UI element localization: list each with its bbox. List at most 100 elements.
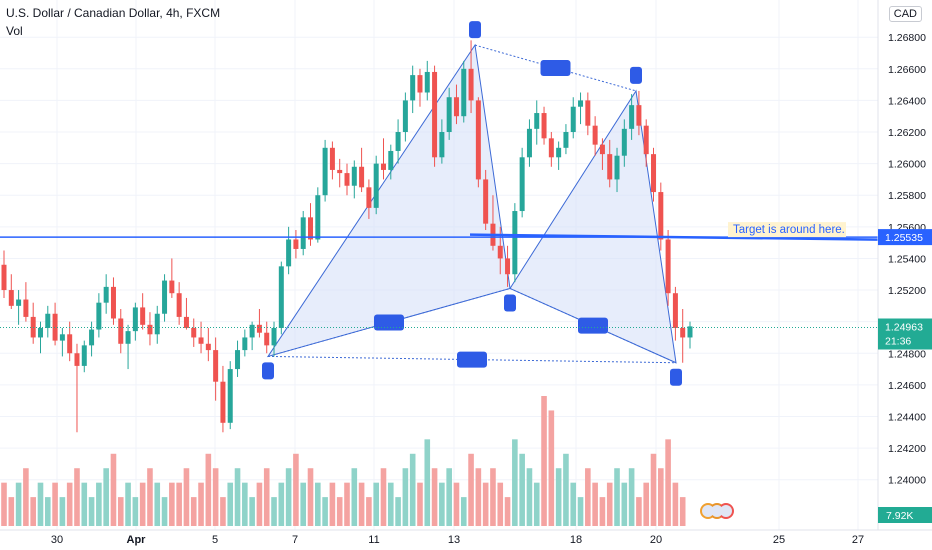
volume-bar (402, 468, 409, 526)
volume-bar (672, 482, 679, 526)
last-price-tag (878, 318, 932, 350)
candle-body (526, 128, 532, 158)
volume-bar (23, 468, 29, 526)
volume-bar (169, 482, 175, 526)
candle-body (278, 266, 284, 328)
price-tick-label: 1.24600 (888, 380, 926, 392)
candle-body (578, 100, 584, 107)
pattern-point-marker (504, 294, 516, 312)
volume-bar (176, 482, 182, 526)
grid (0, 0, 878, 530)
volume-bar (234, 468, 241, 526)
volume-bar (271, 497, 277, 526)
volume-bar (643, 482, 650, 526)
pattern-xab-triangle (266, 43, 511, 358)
volume-bar (44, 497, 51, 526)
pattern-ratio-box (374, 314, 404, 331)
candle-body (176, 293, 182, 317)
volume-bar (395, 497, 401, 526)
candle-body (16, 299, 22, 306)
time-tick-label: 18 (570, 534, 582, 546)
time-axis: 30 Apr 5 7 11 13 18 20 25 27 (0, 529, 932, 546)
volume-bar (74, 468, 80, 526)
candle-body (658, 192, 664, 240)
volume-bar (293, 453, 299, 526)
annotation-background (728, 222, 846, 238)
candle-body (59, 334, 65, 341)
time-tick-label: 11 (368, 534, 379, 546)
volume-bar (8, 497, 15, 526)
volume-bar (658, 468, 664, 526)
volume-bar (468, 453, 474, 526)
volume-bar (592, 482, 598, 526)
volume-bar (88, 497, 95, 526)
volume-bar (242, 482, 248, 526)
candle-body (344, 173, 350, 186)
volume-bar (110, 453, 117, 526)
candle-body (103, 286, 109, 303)
volume-bar (315, 482, 321, 526)
candle-body (556, 147, 562, 158)
last-price-label: 1.24963 (885, 321, 923, 333)
pattern-ratio-box (540, 60, 571, 77)
volume-bar (139, 482, 146, 526)
volume-bar (621, 482, 628, 526)
time-tick-label: 7 (292, 534, 298, 546)
volume-bar (15, 482, 22, 526)
candle-body (417, 75, 423, 93)
target-trend-line (469, 233, 879, 241)
time-tick-label: 25 (773, 534, 785, 546)
volume-bar (606, 482, 613, 526)
volume-bar (446, 468, 452, 526)
target-price-label: 1.25535 (885, 232, 923, 244)
candle-body (512, 211, 518, 275)
candle-body (475, 100, 481, 180)
candle-body (8, 290, 14, 306)
candle-body (519, 157, 525, 212)
volume-bar (358, 482, 365, 526)
volume-bar (256, 482, 263, 526)
pattern-point-marker (262, 362, 274, 380)
time-tick-label: 30 (51, 534, 63, 546)
volume-value-label: 7.92K (886, 510, 913, 522)
volume-bar (212, 468, 219, 526)
volume-bar (52, 482, 58, 526)
candle-body (483, 179, 489, 224)
candle-body (351, 166, 357, 186)
candle-body (636, 105, 642, 126)
volume-bars (1, 396, 686, 526)
candle-body (541, 113, 547, 139)
candle-body (629, 105, 635, 129)
candle-body (366, 187, 372, 208)
currency-button[interactable]: CAD (888, 6, 922, 22)
bar-countdown: 21:36 (885, 335, 911, 347)
candle-body (256, 324, 262, 333)
candle-body (1, 264, 7, 291)
candle-body (37, 327, 43, 338)
candle-body (614, 155, 620, 180)
volume-bar (409, 453, 416, 526)
volume-bar (329, 482, 336, 526)
candle-body (439, 132, 445, 158)
candle-body (505, 258, 511, 275)
candle-body (300, 217, 306, 249)
economic-events-icon[interactable] (700, 501, 734, 521)
candle-body (410, 75, 416, 101)
price-tick-label: 1.24000 (888, 475, 926, 487)
candle-body (147, 324, 153, 335)
volume-bar (263, 468, 270, 526)
candle-body (271, 327, 277, 346)
pattern-point-marker (630, 66, 642, 84)
volume-bar (570, 482, 577, 526)
volume-bar (512, 439, 518, 526)
volume-bar (504, 497, 511, 526)
candle-body (81, 345, 87, 366)
candlesticks (1, 40, 693, 433)
volume-bar (81, 482, 88, 526)
candle-body (599, 144, 605, 155)
volume-bar (497, 482, 504, 526)
candle-body (643, 125, 649, 155)
volume-bar (548, 410, 555, 526)
volume-bar (577, 497, 584, 526)
